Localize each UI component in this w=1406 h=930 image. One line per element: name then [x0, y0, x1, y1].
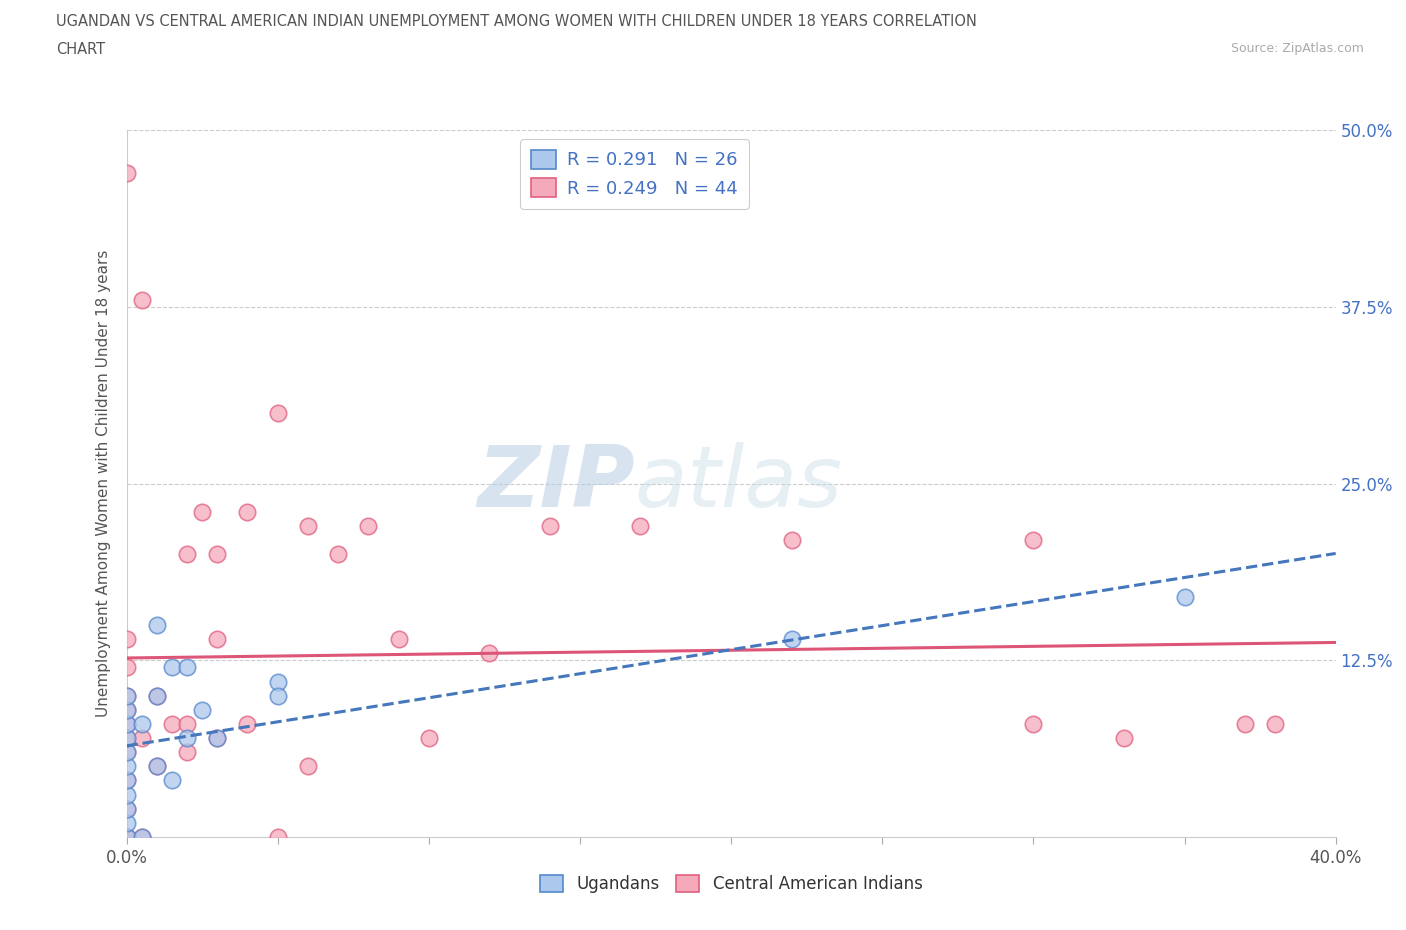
Point [1234, 716, 1257, 731]
Point [115, 816, 138, 830]
Point [205, 731, 228, 746]
Point [115, 745, 138, 760]
Point [115, 745, 138, 760]
Point [131, 830, 153, 844]
Point [630, 519, 652, 534]
Point [115, 702, 138, 717]
Point [1022, 716, 1045, 731]
Point [538, 519, 561, 534]
Point [267, 688, 290, 703]
Point [115, 773, 138, 788]
Point [205, 631, 228, 646]
Text: CHART: CHART [56, 42, 105, 57]
Text: atlas: atlas [634, 442, 842, 525]
Point [418, 731, 440, 746]
Point [146, 688, 169, 703]
Point [205, 731, 228, 746]
Point [1022, 533, 1045, 548]
Point [388, 631, 411, 646]
Point [115, 830, 138, 844]
Point [236, 504, 259, 519]
Point [115, 688, 138, 703]
Point [115, 702, 138, 717]
Point [176, 716, 198, 731]
Legend: Ugandans, Central American Indians: Ugandans, Central American Indians [533, 868, 929, 899]
Point [780, 533, 803, 548]
Point [326, 547, 350, 562]
Point [131, 716, 153, 731]
Y-axis label: Unemployment Among Women with Children Under 18 years: Unemployment Among Women with Children U… [96, 250, 111, 717]
Point [115, 716, 138, 731]
Point [297, 519, 319, 534]
Point [115, 166, 138, 180]
Point [176, 547, 198, 562]
Point [115, 830, 138, 844]
Point [1264, 716, 1286, 731]
Point [131, 830, 153, 844]
Point [297, 759, 319, 774]
Point [267, 830, 290, 844]
Point [131, 292, 153, 307]
Point [357, 519, 380, 534]
Point [478, 645, 501, 660]
Point [205, 547, 228, 562]
Point [191, 504, 214, 519]
Text: ZIP: ZIP [477, 442, 634, 525]
Point [160, 716, 183, 731]
Point [131, 731, 153, 746]
Point [236, 716, 259, 731]
Point [115, 787, 138, 802]
Point [115, 631, 138, 646]
Point [115, 802, 138, 817]
Point [176, 745, 198, 760]
Point [115, 660, 138, 675]
Point [115, 731, 138, 746]
Point [115, 773, 138, 788]
Point [146, 759, 169, 774]
Point [780, 631, 803, 646]
Point [115, 759, 138, 774]
Point [146, 618, 169, 632]
Point [1173, 590, 1195, 604]
Point [267, 674, 290, 689]
Point [176, 660, 198, 675]
Point [267, 405, 290, 420]
Point [115, 688, 138, 703]
Point [176, 731, 198, 746]
Point [160, 660, 183, 675]
Point [191, 702, 214, 717]
Point [1114, 731, 1136, 746]
Point [160, 773, 183, 788]
Point [115, 802, 138, 817]
Point [115, 830, 138, 844]
Point [146, 688, 169, 703]
Point [115, 731, 138, 746]
Text: UGANDAN VS CENTRAL AMERICAN INDIAN UNEMPLOYMENT AMONG WOMEN WITH CHILDREN UNDER : UGANDAN VS CENTRAL AMERICAN INDIAN UNEMP… [56, 14, 977, 29]
Text: Source: ZipAtlas.com: Source: ZipAtlas.com [1230, 42, 1364, 55]
Point [115, 716, 138, 731]
Point [146, 759, 169, 774]
